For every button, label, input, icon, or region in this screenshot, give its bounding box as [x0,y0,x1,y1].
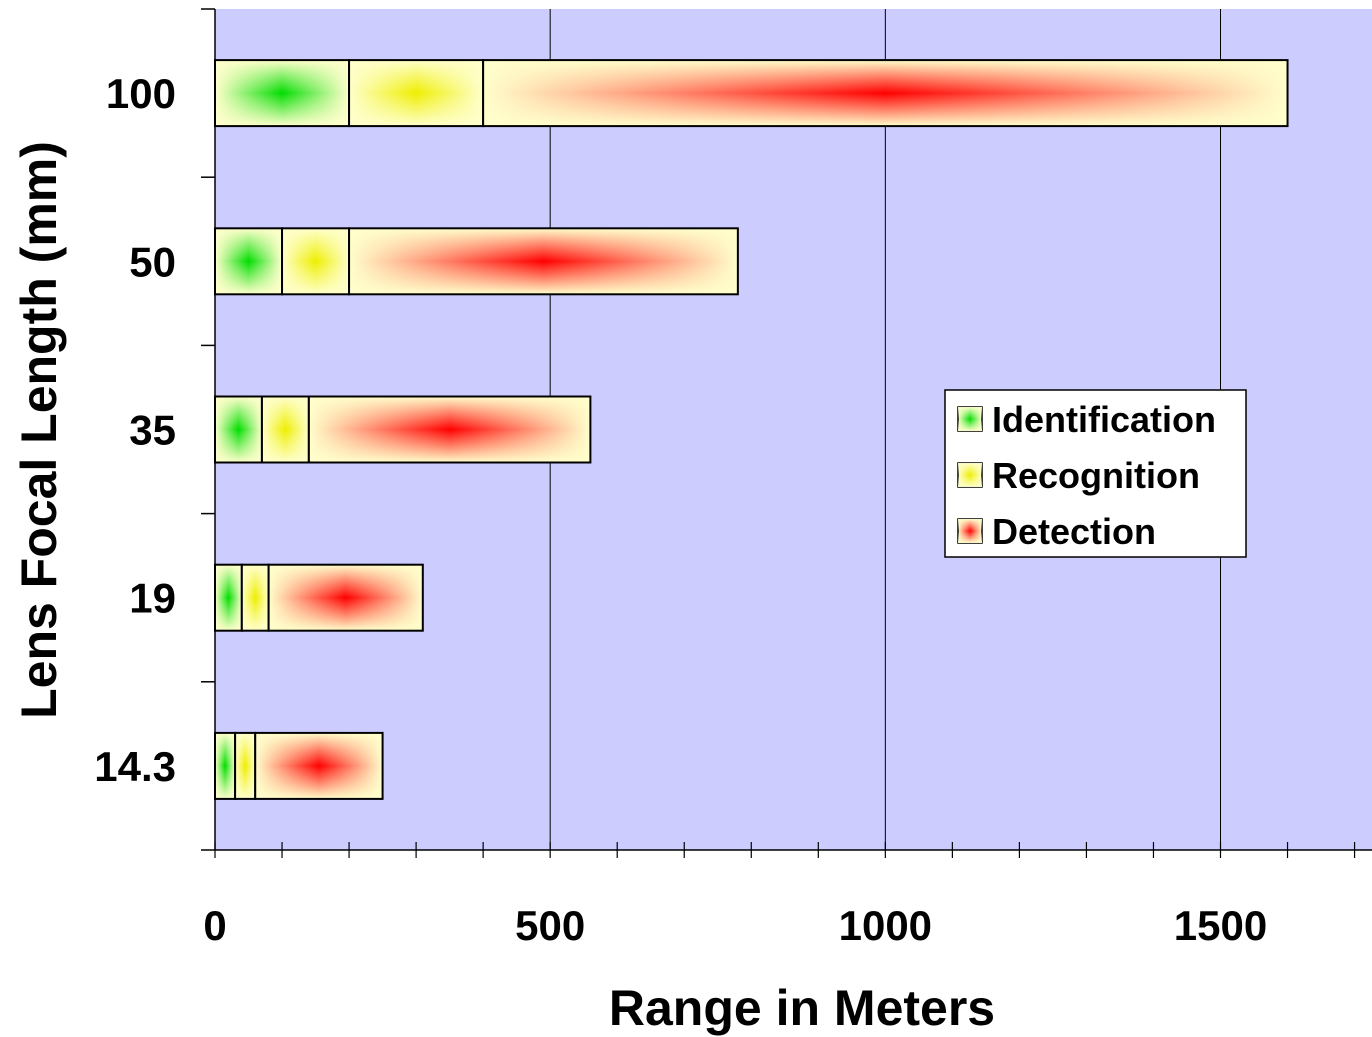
bar-segment-shade [308,396,591,463]
x-tick-label: 1000 [839,902,932,949]
x-tick-label: 500 [515,902,585,949]
x-tick-label: 0 [203,902,226,949]
y-tick-labels: 100 50 35 19 14.3 [94,70,176,790]
y-tick-label: 19 [129,575,176,622]
y-tick-label: 14.3 [94,743,176,790]
x-tick-label: 1500 [1174,902,1267,949]
legend-box [944,389,1247,558]
bar-segment-shade [349,228,738,295]
bar-segment-outline [267,563,424,632]
y-tick-label: 35 [129,407,176,454]
bar-segment-shade [261,396,309,463]
legend: Identification Recognition Detection [944,389,1247,558]
bar-segment-shade [241,564,269,631]
legend-label: Detection [992,511,1156,552]
x-axis-title: Range in Meters [609,980,995,1036]
bar-segment-shade [255,732,383,799]
y-tick-label: 50 [129,238,176,285]
bar-segment-shade [215,228,283,295]
bar-segment-shade [215,732,236,799]
bars [214,59,1289,800]
bar-segment-outline [307,395,592,464]
legend-label: Recognition [992,455,1200,496]
bar-segment-shade [215,60,350,127]
legend-swatch-shade [958,463,982,487]
legend-label: Identification [992,399,1216,440]
bar-segment-shade [349,60,484,127]
bar-segment-outline [482,59,1289,128]
axes [201,8,1372,858]
bar-segment-shade [268,564,423,631]
bar-segment-shade [235,732,256,799]
x-tick-labels: 0 500 1000 1500 [203,902,1267,949]
bar-segment-outline [254,731,384,800]
bar-segment-shade [215,564,242,631]
y-tick-label: 100 [106,70,176,117]
legend-swatch-shade [958,407,982,431]
bar-segment-shade [215,396,262,463]
bar-segment-shade [483,60,1288,127]
bar-segment-outline [348,227,739,296]
y-axis-title: Lens Focal Length (mm) [11,141,67,719]
bar-segment-shade [282,228,350,295]
legend-swatch-shade [958,519,982,543]
